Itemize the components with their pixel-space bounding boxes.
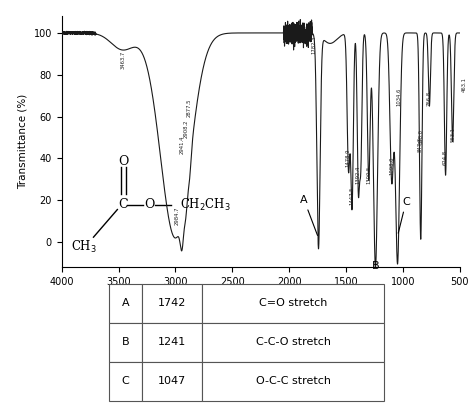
X-axis label: Wavenumber (cm⁻¹): Wavenumber (cm⁻¹) bbox=[208, 292, 314, 303]
Text: 2877.5: 2877.5 bbox=[187, 98, 192, 117]
Text: O: O bbox=[118, 156, 128, 168]
Text: C: C bbox=[398, 196, 410, 233]
Text: 847.3: 847.3 bbox=[418, 137, 423, 152]
Text: B: B bbox=[372, 261, 379, 271]
Text: 2941.4: 2941.4 bbox=[180, 136, 184, 154]
Text: 838.0: 838.0 bbox=[419, 129, 424, 144]
Text: 2908.2: 2908.2 bbox=[183, 119, 188, 138]
Text: O: O bbox=[144, 198, 155, 211]
Text: 2984.7: 2984.7 bbox=[174, 207, 180, 226]
Text: 1478.9: 1478.9 bbox=[346, 148, 351, 167]
Text: 3463.7: 3463.7 bbox=[120, 50, 125, 68]
Text: 1098.0: 1098.0 bbox=[389, 157, 394, 175]
Text: 1782.3: 1782.3 bbox=[311, 36, 317, 54]
Text: 463.1: 463.1 bbox=[462, 77, 466, 92]
Text: 766.8: 766.8 bbox=[427, 91, 432, 106]
Text: CH$_3$: CH$_3$ bbox=[71, 239, 97, 255]
Text: 1300.5: 1300.5 bbox=[366, 165, 371, 183]
Text: A: A bbox=[300, 194, 318, 235]
Text: 1447.5: 1447.5 bbox=[349, 186, 355, 205]
Text: C: C bbox=[118, 198, 128, 211]
Y-axis label: Transmittance (%): Transmittance (%) bbox=[18, 94, 28, 190]
Text: 563.1: 563.1 bbox=[450, 127, 455, 142]
Text: 624.8: 624.8 bbox=[443, 149, 448, 165]
Text: 1392.4: 1392.4 bbox=[356, 165, 361, 183]
Text: CH$_2$CH$_3$: CH$_2$CH$_3$ bbox=[180, 196, 230, 213]
Text: 1034.6: 1034.6 bbox=[396, 88, 401, 106]
